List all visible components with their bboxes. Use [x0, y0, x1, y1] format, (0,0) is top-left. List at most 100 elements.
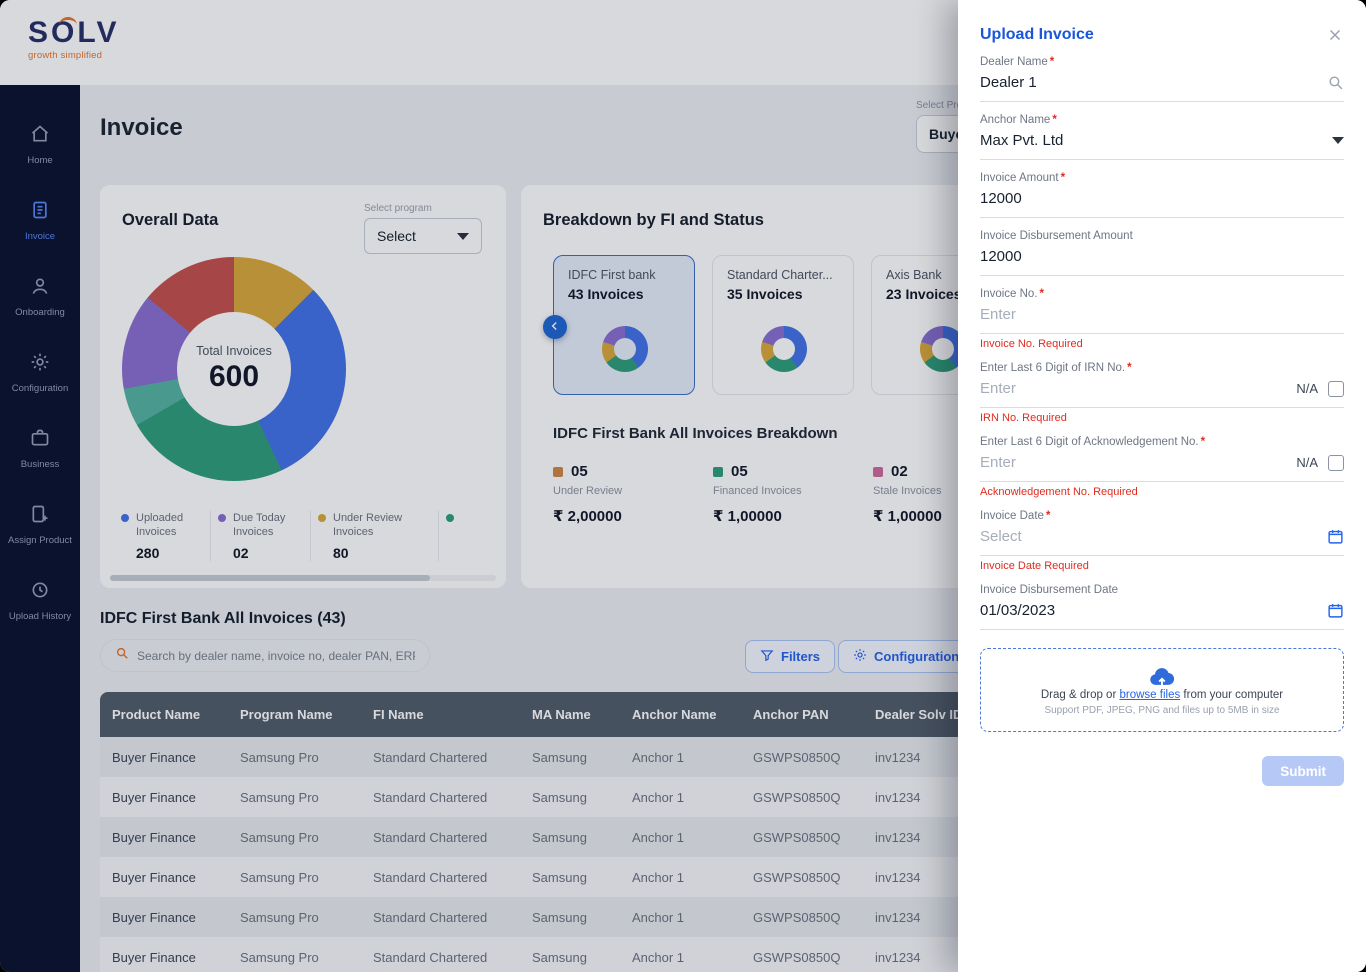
program-select[interactable]: Select: [364, 218, 482, 254]
field-invoice-date: Invoice Date Invoice Date Required: [980, 510, 1344, 572]
fi-card-row: IDFC First bank 43 Invoices Standard Cha…: [553, 255, 1013, 395]
irn-no-input[interactable]: [980, 380, 1287, 397]
browse-files-link[interactable]: browse files: [1119, 688, 1181, 701]
assign-product-icon: [30, 504, 50, 529]
field-invoice-disbursement-date: Invoice Disbursement Date: [980, 584, 1344, 630]
sidebar-item-onboarding[interactable]: Onboarding: [0, 259, 80, 335]
field-label: Invoice Disbursement Date: [980, 584, 1119, 596]
search-icon: [115, 646, 129, 665]
column-header: Dealer Solv ID: [875, 707, 963, 722]
configuration-button[interactable]: Configuration: [838, 640, 975, 673]
field-invoice-no: Invoice No. Invoice No. Required: [980, 288, 1344, 350]
logo-arc-icon: [59, 17, 77, 25]
chevron-left-icon: [548, 319, 562, 336]
fi-card-standard-chartered[interactable]: Standard Charter... 35 Invoices: [712, 255, 854, 395]
invoice-date-input[interactable]: [980, 528, 1317, 545]
dealer-name-input[interactable]: [980, 74, 1317, 91]
table-search[interactable]: [100, 639, 430, 672]
stat-under-review: 05 Under Review ₹ 2,00000: [553, 463, 623, 525]
acknowledgement-no-input[interactable]: [980, 454, 1287, 471]
stat-stale: 02 Stale Invoices ₹ 1,00000: [873, 463, 942, 525]
field-irn-no: Enter Last 6 Digit of IRN No. N/A IRN No…: [980, 362, 1344, 424]
column-header: FI Name: [373, 707, 424, 722]
field-error: Acknowledgement No. Required: [980, 486, 1138, 498]
sidebar-item-invoice[interactable]: Invoice: [0, 183, 80, 259]
sidebar-item-upload-history[interactable]: Upload History: [0, 563, 80, 639]
gear-icon: [30, 352, 50, 377]
legend-dot: [121, 514, 129, 522]
onboarding-icon: [30, 276, 50, 301]
sidebar-item-configuration[interactable]: Configuration: [0, 335, 80, 411]
calendar-icon[interactable]: [1327, 602, 1344, 619]
column-header: Program Name: [240, 707, 333, 722]
legend-dot: [446, 514, 454, 522]
legend-item: Uploaded Invoices 280: [114, 511, 210, 561]
panel-title: Upload Invoice: [980, 26, 1094, 43]
donut-center-value: 600: [208, 360, 260, 393]
stat-color-square: [873, 466, 883, 477]
select-program-label: Select program: [364, 203, 432, 214]
legend-scrollbar: [110, 575, 496, 581]
chevron-down-icon: [457, 232, 469, 240]
anchor-name-select[interactable]: [980, 132, 1322, 149]
program-filter-label: Select Pro: [916, 100, 963, 111]
invoice-table-title: IDFC First Bank All Invoices (43): [100, 610, 346, 627]
stat-financed: 05 Financed Invoices ₹ 1,00000: [713, 463, 802, 525]
invoice-no-input[interactable]: [980, 306, 1344, 323]
column-header: Anchor Name: [632, 707, 717, 722]
field-error: Invoice Date Required: [980, 560, 1089, 572]
field-label: Invoice Disbursement Amount: [980, 230, 1133, 242]
field-acknowledgement-no: Enter Last 6 Digit of Acknowledgement No…: [980, 436, 1344, 498]
invoice-amount-input[interactable]: [980, 190, 1344, 207]
program-select-value: Select: [377, 228, 416, 244]
table-search-input[interactable]: [137, 648, 415, 663]
breakdown-stats: 05 Under Review ₹ 2,00000 05 Financed In…: [553, 463, 1033, 525]
overall-donut-wrap: Total Invoices 600: [122, 257, 346, 481]
carousel-prev-button[interactable]: [543, 315, 567, 339]
field-error: IRN No. Required: [980, 412, 1067, 424]
chevron-down-icon[interactable]: [1332, 137, 1344, 144]
irn-na-checkbox[interactable]: [1328, 380, 1344, 397]
legend-item: Under Review Invoices 80: [310, 511, 438, 561]
column-header: Product Name: [112, 707, 201, 722]
home-icon: [30, 124, 50, 149]
column-header: Anchor PAN: [753, 707, 829, 722]
fi-mini-donut: [761, 326, 807, 372]
column-header: MA Name: [532, 707, 591, 722]
sidebar-item-business[interactable]: Business: [0, 411, 80, 487]
acknowledgement-na-checkbox[interactable]: [1328, 454, 1344, 471]
na-label: N/A: [1296, 381, 1318, 396]
solv-logo: SOLV growth simplified: [28, 17, 119, 61]
field-invoice-amount: Invoice Amount: [980, 172, 1344, 218]
field-label: Invoice Amount: [980, 172, 1344, 184]
panel-header: Upload Invoice: [958, 0, 1366, 44]
overall-data-card: Overall Data Select program Select Total…: [100, 185, 506, 588]
sidebar-item-assign-product[interactable]: Assign Product: [0, 487, 80, 563]
stat-color-square: [553, 466, 563, 477]
close-icon[interactable]: [1326, 26, 1344, 44]
invoice-disbursement-date-input[interactable]: [980, 602, 1317, 619]
submit-row: Submit: [958, 732, 1366, 786]
overall-data-title: Overall Data: [122, 211, 219, 229]
invoice-icon: [30, 200, 50, 225]
sidebar: Home Invoice Onboarding Configuration Bu…: [0, 85, 80, 972]
filter-icon: [760, 648, 774, 665]
field-label: Enter Last 6 Digit of IRN No.: [980, 362, 1344, 374]
search-icon[interactable]: [1327, 74, 1344, 91]
calendar-icon[interactable]: [1327, 528, 1344, 545]
file-dropzone[interactable]: Drag & drop or browse files from your co…: [980, 648, 1344, 732]
donut-center-label: Total Invoices: [196, 344, 272, 358]
legend-dot: [218, 514, 226, 522]
sidebar-item-home[interactable]: Home: [0, 107, 80, 183]
na-label: N/A: [1296, 455, 1318, 470]
submit-button[interactable]: Submit: [1262, 756, 1344, 786]
filters-button[interactable]: Filters: [745, 640, 836, 673]
legend-scrollbar-thumb[interactable]: [110, 575, 430, 581]
field-label: Dealer Name: [980, 56, 1344, 68]
overall-donut-center: Total Invoices 600: [177, 312, 291, 426]
fi-mini-donut: [602, 326, 648, 372]
dropzone-support-text: Support PDF, JPEG, PNG and files up to 5…: [1044, 704, 1280, 716]
upload-cloud-icon: [1148, 665, 1176, 687]
invoice-disbursement-amount-input[interactable]: [980, 248, 1344, 265]
